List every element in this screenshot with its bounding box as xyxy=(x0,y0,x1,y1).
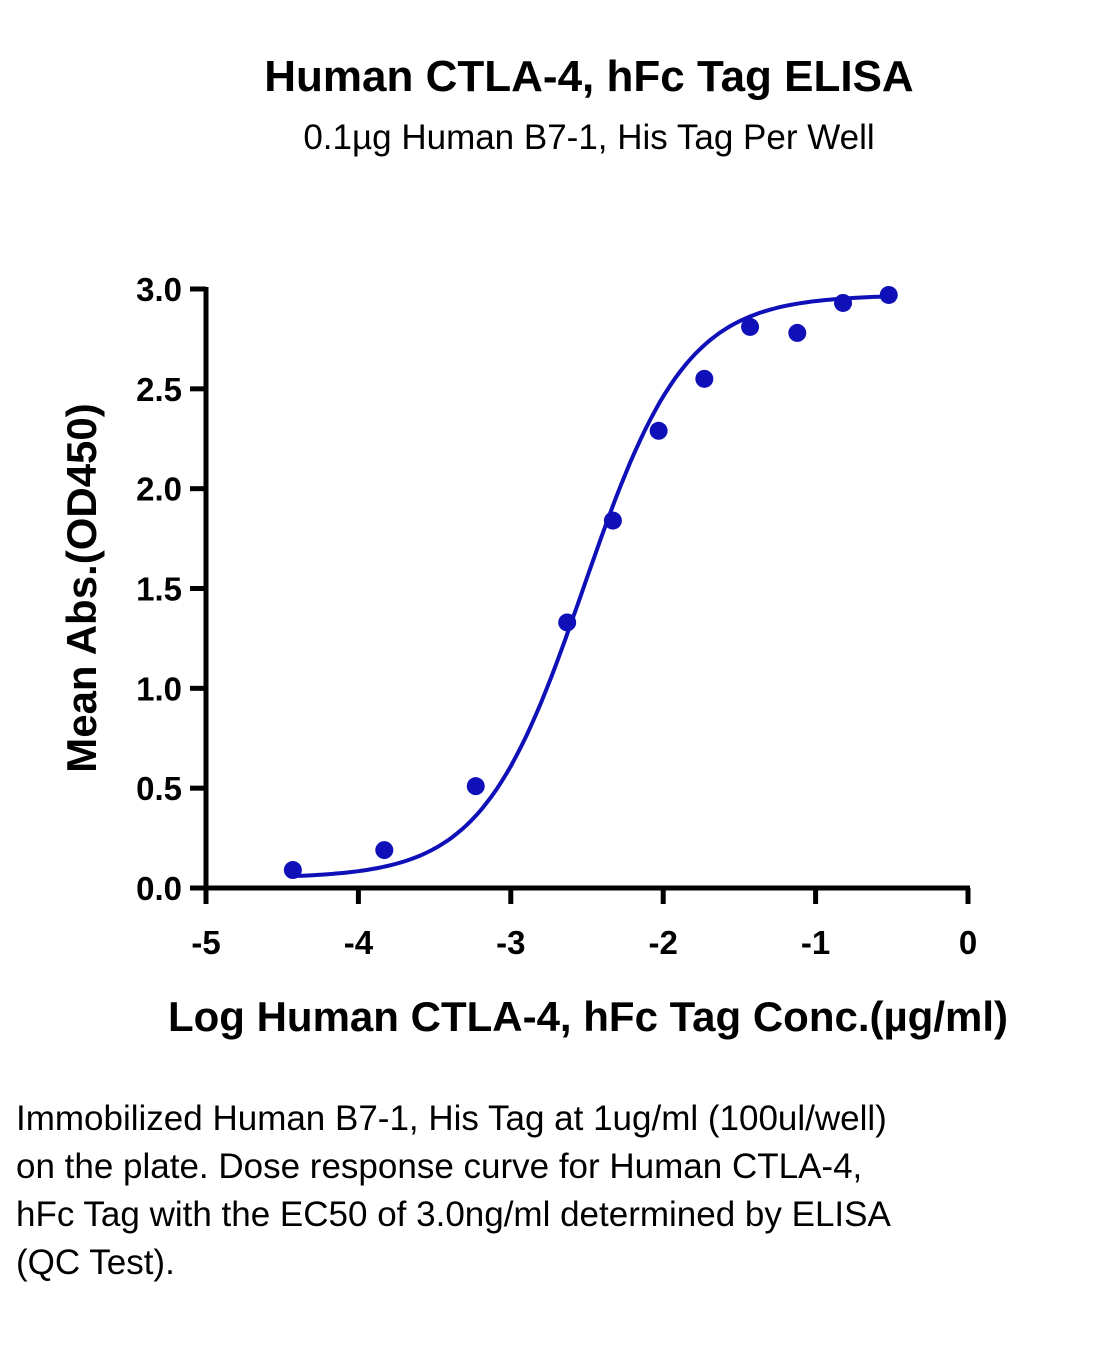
data-points xyxy=(283,285,898,880)
chart-subtitle: 0.1µg Human B7-1, His Tag Per Well xyxy=(303,118,875,157)
x-tick-label: -1 xyxy=(801,924,830,961)
y-axis-ticks: 0.0 0.5 1.0 1.5 2.0 2.5 3.0 xyxy=(136,271,206,907)
chart-title: Human CTLA-4, hFc Tag ELISA xyxy=(264,52,914,101)
x-tick-label: 0 xyxy=(959,924,977,961)
data-point xyxy=(603,511,622,530)
caption-text: Immobilized Human B7-1, His Tag at 1ug/m… xyxy=(16,1099,889,1282)
y-tick-label: 1.0 xyxy=(136,670,182,707)
y-axis-title: Mean Abs.(OD450) xyxy=(58,403,105,773)
data-point xyxy=(879,285,898,304)
data-point xyxy=(741,317,760,336)
y-tick-label: 2.5 xyxy=(136,371,182,408)
elisa-chart: -5 -4 -3 -2 -1 0 0.0 0.5 1.0 1.5 2.0 2.5 3.0 Log Hu… xyxy=(58,271,1008,1040)
y-tick-label: 1.5 xyxy=(136,571,182,608)
x-axis-title: Log Human CTLA-4, hFc Tag Conc.(µg/ml) xyxy=(168,993,1008,1040)
x-tick-label: -3 xyxy=(496,924,525,961)
x-tick-label: -2 xyxy=(649,924,678,961)
fit-curve xyxy=(292,294,889,879)
axes xyxy=(203,287,970,891)
data-point xyxy=(788,323,807,342)
x-tick-label: -4 xyxy=(344,924,374,961)
data-point xyxy=(466,777,485,796)
x-tick-label: -5 xyxy=(191,924,220,961)
data-point xyxy=(558,613,577,632)
data-point xyxy=(695,369,714,388)
y-tick-label: 0.5 xyxy=(136,770,182,807)
y-tick-label: 0.0 xyxy=(136,870,182,907)
y-tick-label: 3.0 xyxy=(136,271,182,308)
data-point xyxy=(375,841,394,860)
data-point xyxy=(649,421,668,440)
x-axis-ticks: -5 -4 -3 -2 -1 0 xyxy=(191,888,977,961)
data-point xyxy=(834,293,853,312)
data-point xyxy=(283,861,302,880)
y-tick-label: 2.0 xyxy=(136,471,182,508)
